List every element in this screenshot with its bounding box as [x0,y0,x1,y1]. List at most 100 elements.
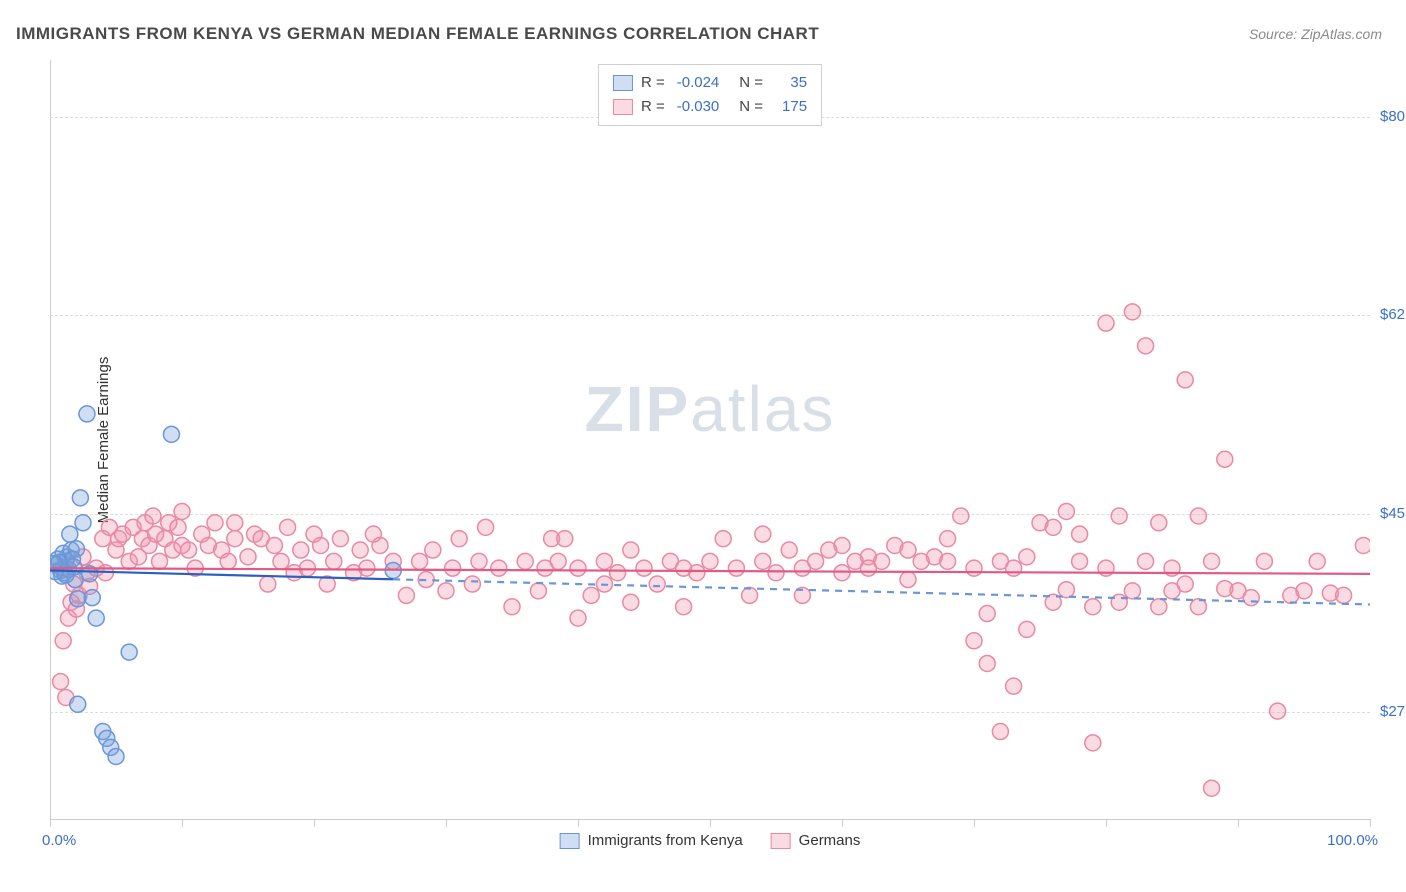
x-min-label: 0.0% [42,832,76,849]
y-tick-label: $80,000 [1380,108,1406,125]
y-tick-label: $27,500 [1380,703,1406,720]
data-point [372,537,388,553]
y-tick-label: $62,500 [1380,306,1406,323]
data-point [834,565,850,581]
data-point [359,560,375,576]
data-point [834,537,850,553]
data-point [550,553,566,569]
data-point [412,553,428,569]
n-value-germans: 175 [775,95,807,119]
data-point [181,542,197,558]
source-label: Source: ZipAtlas.com [1249,26,1382,42]
data-point [1217,451,1233,467]
data-point [623,594,639,610]
data-point [992,724,1008,740]
data-point [874,553,890,569]
data-point [1336,587,1352,603]
legend-row-germans: R = -0.030 N = 175 [613,95,807,119]
data-point [504,599,520,615]
r-value-germans: -0.030 [677,95,720,119]
data-point [62,526,78,542]
data-point [451,531,467,547]
data-point [240,549,256,565]
n-label: N = [739,95,763,119]
data-point [1085,599,1101,615]
data-point [464,576,480,592]
data-point [1006,678,1022,694]
data-point [596,553,612,569]
x-tick [974,819,975,827]
data-point [940,553,956,569]
data-point [121,644,137,660]
data-point [1058,582,1074,598]
x-tick [50,819,51,827]
data-point [1296,583,1312,599]
data-point [755,526,771,542]
data-point [280,519,296,535]
data-point [326,553,342,569]
data-point [163,426,179,442]
plot-area: Median Female Earnings ZIPatlas R = -0.0… [50,60,1370,820]
swatch-germans-icon [771,833,791,849]
data-point [1072,553,1088,569]
data-point [966,633,982,649]
data-point [207,515,223,531]
chart-svg [50,60,1370,819]
data-point [1138,553,1154,569]
data-point [676,599,692,615]
data-point [471,553,487,569]
data-point [70,591,86,607]
data-point [715,531,731,547]
data-point [649,576,665,592]
data-point [220,553,236,569]
data-point [174,503,190,519]
data-point [900,572,916,588]
data-point [438,583,454,599]
n-value-kenya: 35 [775,71,807,95]
data-point [1309,553,1325,569]
data-point [768,565,784,581]
data-point [1138,338,1154,354]
data-point [1355,537,1370,553]
swatch-kenya [613,75,633,91]
data-point [900,542,916,558]
data-point [728,560,744,576]
data-point [755,553,771,569]
data-point [55,633,71,649]
data-point [352,542,368,558]
legend-label-germans: Germans [799,832,861,849]
data-point [1111,508,1127,524]
data-point [260,576,276,592]
data-point [689,565,705,581]
data-point [1085,735,1101,751]
r-label: R = [641,71,665,95]
data-point [1204,780,1220,796]
data-point [1190,508,1206,524]
data-point [1072,526,1088,542]
data-point [742,587,758,603]
data-point [152,553,168,569]
data-point [979,655,995,671]
data-point [570,560,586,576]
data-point [1243,590,1259,606]
data-point [170,519,186,535]
swatch-kenya-icon [560,833,580,849]
x-tick [1106,819,1107,827]
data-point [445,560,461,576]
data-point [557,531,573,547]
data-point [1019,621,1035,637]
x-tick [578,819,579,827]
data-point [570,610,586,626]
data-point [1111,594,1127,610]
x-tick [1370,819,1371,827]
data-point [1151,515,1167,531]
data-point [478,519,494,535]
x-tick [446,819,447,827]
data-point [781,542,797,558]
x-tick [1238,819,1239,827]
data-point [332,531,348,547]
data-point [53,674,69,690]
data-point [72,490,88,506]
data-point [583,587,599,603]
data-point [1098,315,1114,331]
